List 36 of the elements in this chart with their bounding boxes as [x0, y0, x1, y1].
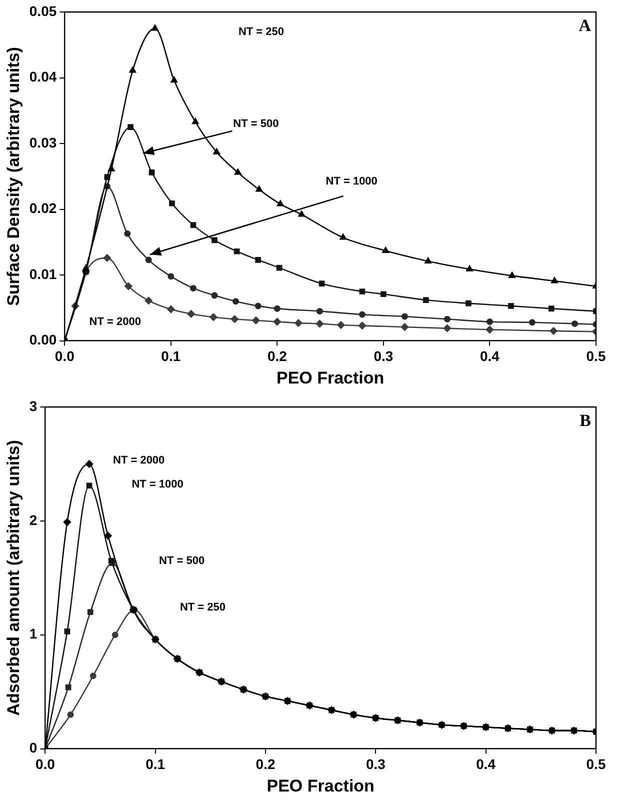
annotation: NT = 2000: [89, 316, 141, 328]
annotation: NT = 1000: [132, 478, 184, 491]
x-tick-label: 0.1: [146, 756, 166, 772]
x-tick-label: 0.2: [267, 348, 288, 364]
x-tick-label: 0.1: [161, 348, 181, 364]
x-tick-label: 0.2: [256, 756, 276, 772]
annotation: NT = 1000: [326, 176, 378, 188]
x-tick-label: 0.0: [35, 756, 56, 772]
annotation: NT = 250: [238, 26, 284, 38]
x-tick-label: 0.5: [586, 348, 606, 364]
y-tick-label: 0: [29, 740, 38, 756]
annotation: NT = 2000: [112, 454, 165, 467]
x-tick-label: 0.4: [476, 756, 496, 772]
annotation: A: [578, 16, 592, 35]
x-tick-label: 0.3: [374, 348, 394, 364]
y-tick-label: 1: [29, 626, 38, 642]
y-tick-label: 0.00: [29, 332, 57, 348]
y-tick-label: 0.04: [29, 68, 57, 85]
y-tick-label: 0.05: [29, 2, 57, 19]
annotation: B: [580, 410, 591, 430]
y-tick-label: 3: [29, 398, 38, 414]
annotation: NT = 250: [180, 602, 226, 614]
x-tick-label: 0.5: [586, 756, 606, 772]
y-axis-title: Adsorbed amount (arbitrary units): [4, 440, 23, 716]
x-tick-label: 0.4: [480, 348, 500, 364]
x-tick-label: 0.0: [54, 348, 75, 364]
annotation: NT = 500: [159, 554, 205, 567]
y-tick-label: 2: [29, 512, 38, 528]
x-axis-title: PEO Fraction: [276, 368, 384, 388]
y-tick-label: 0.01: [29, 266, 57, 282]
y-tick-label: 0.03: [29, 134, 57, 150]
x-axis-title: PEO Fraction: [266, 776, 374, 796]
x-tick-label: 0.3: [366, 756, 386, 772]
y-tick-label: 0.02: [29, 200, 57, 216]
annotation: NT = 500: [233, 118, 279, 130]
y-axis-title: Surface Density (arbitrary units): [4, 46, 23, 306]
